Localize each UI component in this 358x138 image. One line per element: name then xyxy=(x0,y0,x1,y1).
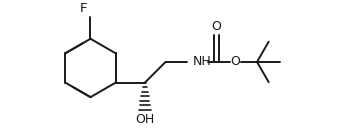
Text: NH: NH xyxy=(193,55,212,68)
Text: O: O xyxy=(231,55,241,68)
Text: F: F xyxy=(80,2,87,15)
Text: O: O xyxy=(211,20,221,33)
Text: OH: OH xyxy=(135,113,155,126)
